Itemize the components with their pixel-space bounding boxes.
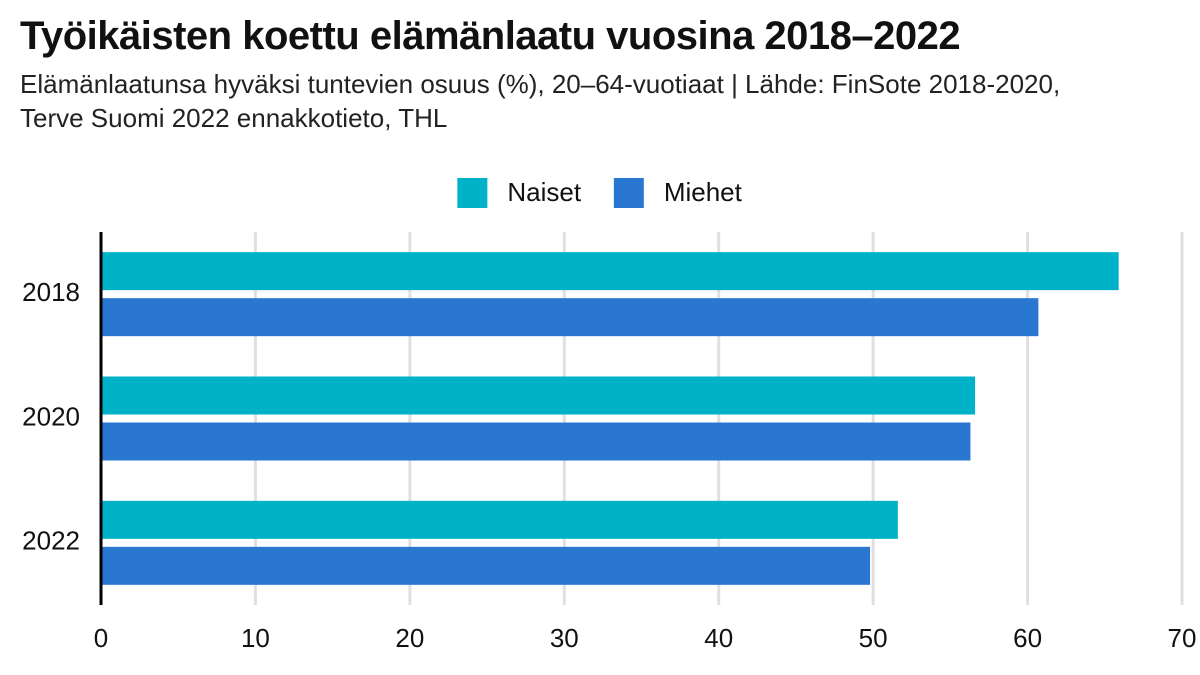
bar: [101, 376, 976, 415]
x-tick-label: 0: [94, 623, 108, 653]
legend-label: Naiset: [507, 177, 581, 207]
x-tick-label: 60: [1013, 623, 1042, 653]
chart-subtitle: Elämänlaatunsa hyväksi tuntevien osuus (…: [20, 69, 1061, 133]
bar: [101, 298, 1039, 337]
y-tick-label: 2022: [22, 526, 80, 556]
x-tick-label: 50: [859, 623, 888, 653]
x-tick-label: 40: [704, 623, 733, 653]
header: Työikäisten koettu elämänlaatu vuosina 2…: [20, 14, 1120, 135]
x-tick-label: 10: [241, 623, 270, 653]
x-tick-label: 20: [395, 623, 424, 653]
bar: [101, 252, 1119, 291]
bar: [101, 500, 898, 539]
y-tick-label: 2018: [22, 277, 80, 307]
chart-title: Työikäisten koettu elämänlaatu vuosina 2…: [20, 14, 961, 58]
legend-swatch: [457, 178, 488, 208]
x-tick-label: 30: [550, 623, 579, 653]
bar: [101, 546, 871, 585]
y-tick-label: 2020: [22, 401, 80, 431]
x-tick-label: 70: [1168, 623, 1197, 653]
legend-swatch: [613, 178, 644, 208]
legend-label: Miehet: [664, 177, 743, 207]
bar: [101, 422, 971, 461]
